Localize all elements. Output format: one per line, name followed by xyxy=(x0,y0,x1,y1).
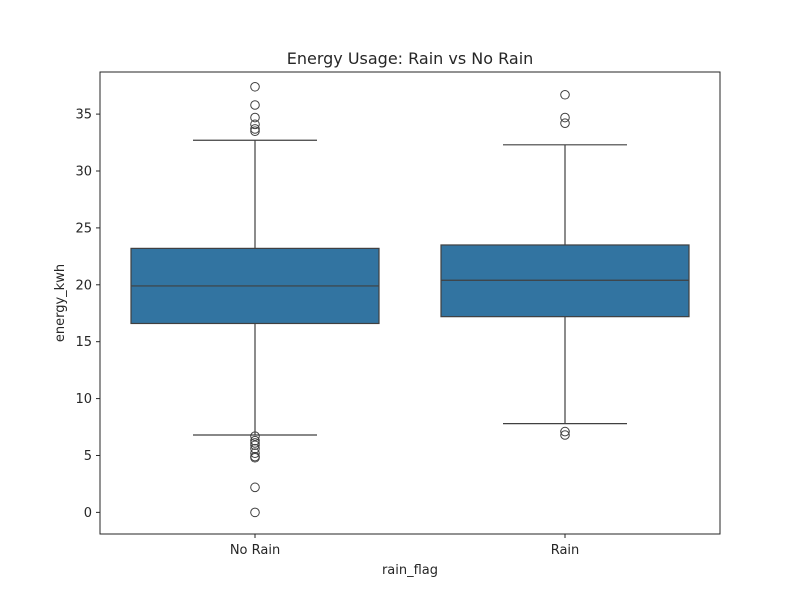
x-axis-label: rain_flag xyxy=(382,563,438,578)
y-axis-label: energy_kwh xyxy=(53,264,68,342)
outlier-point xyxy=(250,100,260,110)
outlier-point xyxy=(250,448,260,459)
x-axis: No Rain Rain xyxy=(230,534,579,558)
y-tick-label: 5 xyxy=(84,449,92,464)
outlier-point xyxy=(560,112,570,123)
outlier-point xyxy=(560,89,570,100)
plot-area-frame xyxy=(99,71,721,535)
box-group xyxy=(130,81,380,518)
outlier-point xyxy=(250,507,260,518)
outlier-point xyxy=(560,118,570,129)
outlier-point xyxy=(250,482,260,493)
x-tick-label: Rain xyxy=(551,543,580,558)
y-tick-label: 35 xyxy=(75,108,92,123)
y-tick-label: 20 xyxy=(75,278,92,293)
outlier-point xyxy=(250,431,260,441)
outlier-point xyxy=(250,435,260,446)
outlier-point xyxy=(250,452,260,463)
outlier-point xyxy=(250,126,260,136)
outlier-point xyxy=(250,119,260,130)
y-tick-label: 10 xyxy=(75,392,92,407)
y-tick-label: 25 xyxy=(75,221,92,236)
y-tick-label: 30 xyxy=(75,165,92,180)
y-axis: 0 5 10 15 20 25 30 35 xyxy=(75,108,100,521)
outlier-point xyxy=(250,124,260,134)
chart-title: Energy Usage: Rain vs No Rain xyxy=(287,49,534,68)
y-tick-label: 0 xyxy=(84,506,92,521)
outlier-point xyxy=(250,112,260,123)
outlier-point xyxy=(250,443,260,454)
outlier-point xyxy=(250,81,260,92)
outlier-point xyxy=(560,426,570,437)
outlier-point xyxy=(560,430,570,440)
outlier-point xyxy=(250,440,260,451)
chart-marks xyxy=(130,81,690,518)
x-tick-label: No Rain xyxy=(230,543,280,558)
box-group xyxy=(440,89,690,440)
y-tick-label: 15 xyxy=(75,335,92,350)
outlier-point xyxy=(250,438,260,448)
